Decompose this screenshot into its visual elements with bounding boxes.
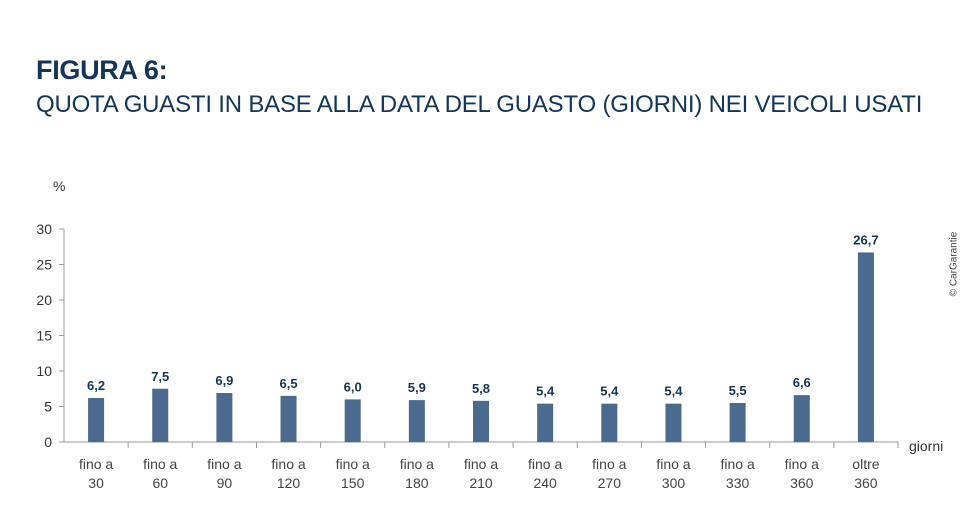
data-label: 5,4 [536,384,555,399]
category-label: fino a [720,456,754,472]
y-axis-unit-label: % [53,178,66,194]
data-label: 6,9 [215,373,233,388]
bar [280,395,297,442]
y-tick-label: 15 [36,328,52,344]
category-label: 180 [405,475,429,491]
bar [473,400,489,442]
category-label: fino a [464,456,498,472]
bars [88,252,874,442]
bar [729,402,746,442]
bar [216,393,233,442]
y-tick-label: 5 [44,399,52,415]
data-label: 5,4 [664,384,683,399]
data-label: 7,5 [151,369,169,384]
category-label: fino a [143,456,177,472]
bar [344,399,361,442]
data-label: 26,7 [853,232,878,247]
category-label: 210 [469,475,493,491]
x-axis-unit-label: giorni [909,438,943,454]
figure-title: FIGURA 6: [36,55,168,85]
bar [88,397,105,442]
bar [537,403,554,442]
data-label: 6,2 [87,378,105,393]
y-tick-label: 10 [36,363,52,379]
data-label: 5,4 [600,384,619,399]
y-tick-label: 25 [36,257,52,273]
category-label: 240 [533,475,557,491]
category-label: fino a [785,456,819,472]
bar [152,388,169,442]
category-label: fino a [592,456,626,472]
y-tick-label: 20 [36,292,52,308]
category-label: 90 [217,475,233,491]
category-label: 150 [341,475,365,491]
category-labels: fino a 30 fino a 60 fino a 90 fino a 120 fino a 1… [79,456,880,491]
data-label: 5,8 [472,381,490,396]
x-axis-ticks [127,442,899,448]
data-label: 6,5 [279,376,297,391]
figure-subtitle: QUOTA GUASTI IN BASE ALLA DATA DEL GUAST… [36,91,923,118]
category-label: fino a [528,456,562,472]
y-axis-ticks: 0 5 10 15 20 25 30 [36,221,64,450]
category-label: fino a [79,456,113,472]
category-label: fino a [207,456,241,472]
bar [601,403,618,442]
category-label: fino a [656,456,690,472]
value-labels: 6,2 7,5 6,9 6,5 6,0 5,9 5,8 5,4 5,4 5,4 5,5 6,6 26,7 [87,232,879,398]
bar [857,252,874,442]
category-label: 360 [854,475,878,491]
bar [665,403,682,442]
y-tick-label: 30 [36,221,52,237]
category-label: oltre [852,456,879,472]
category-label: fino a [400,456,434,472]
bar [793,395,810,442]
category-label: 120 [277,475,301,491]
category-label: fino a [336,456,370,472]
category-label: 60 [152,475,168,491]
category-label: 30 [88,475,104,491]
y-tick-label: 0 [44,434,52,450]
data-label: 6,6 [793,375,811,390]
category-label: 270 [598,475,622,491]
data-label: 5,5 [729,383,747,398]
category-label: fino a [271,456,305,472]
category-label: 360 [790,475,814,491]
category-label: 330 [726,475,750,491]
category-label: 300 [662,475,686,491]
data-label: 5,9 [408,380,426,395]
bar [408,400,425,442]
data-label: 6,0 [344,379,362,394]
